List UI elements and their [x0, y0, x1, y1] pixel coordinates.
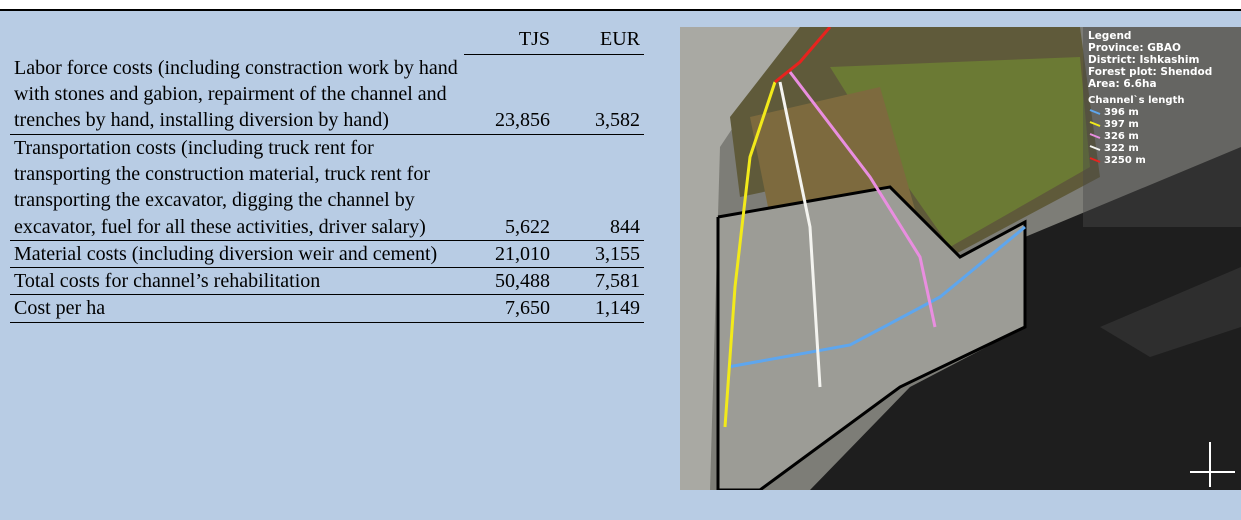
legend-line: District: Ishkashim [1088, 54, 1199, 66]
cost-cell: 23,856 [464, 54, 554, 135]
legend-item: 326 m [1104, 131, 1139, 142]
legend-line: Area: 6.6ha [1088, 78, 1157, 90]
item-cell: Labor force costs (including constractio… [10, 54, 464, 135]
legend-item: 397 m [1104, 119, 1139, 130]
header-cell: EUR [554, 26, 644, 56]
cost-cell: 3,155 [554, 240, 644, 269]
legend-title: Legend [1088, 30, 1131, 42]
legend-swatch [1089, 133, 1101, 139]
header-row: TJS EUR [10, 26, 644, 56]
table-row: Total costs for channel’s rehabilitation… [10, 267, 644, 296]
cost-table: TJS EUR Labor force costs (including con… [10, 26, 644, 323]
legend-swatch [1089, 145, 1101, 151]
legend-subtitle: Channel`s length [1088, 94, 1184, 106]
cost-cell: 3,582 [554, 54, 644, 135]
legend-item: 396 m [1104, 107, 1139, 118]
legend-swatch [1089, 121, 1101, 127]
cost-cell: 7,650 [464, 294, 554, 323]
legend-line: Forest plot: Shendod [1088, 66, 1212, 78]
table-row: Material costs (including diversion weir… [10, 240, 644, 269]
cost-cell: 50,488 [464, 267, 554, 296]
cost-cell: 5,622 [464, 134, 554, 241]
cost-cell: 7,581 [554, 267, 644, 296]
cost-cell: 844 [554, 134, 644, 241]
legend-swatch [1089, 157, 1101, 163]
table-row: Cost per ha 7,650 1,149 [10, 294, 644, 323]
cost-cell: 21,010 [464, 240, 554, 269]
item-cell: Material costs (including diversion weir… [10, 240, 464, 269]
header-cell: TJS [464, 26, 554, 56]
item-cell: Transportation costs (including truck re… [10, 134, 464, 241]
legend-item: 3250 m [1104, 155, 1146, 166]
top-rule [0, 0, 1241, 11]
table-row: Transportation costs (including truck re… [10, 134, 644, 241]
legend-line: Province: GBAO [1088, 42, 1181, 54]
cost-cell: 1,149 [554, 294, 644, 323]
legend-swatch [1089, 109, 1101, 115]
item-cell: Total costs for channel’s rehabilitation [10, 267, 464, 296]
table-row: Labor force costs (including constractio… [10, 54, 644, 135]
legend-item: 322 m [1104, 143, 1139, 154]
item-cell: Cost per ha [10, 294, 464, 323]
